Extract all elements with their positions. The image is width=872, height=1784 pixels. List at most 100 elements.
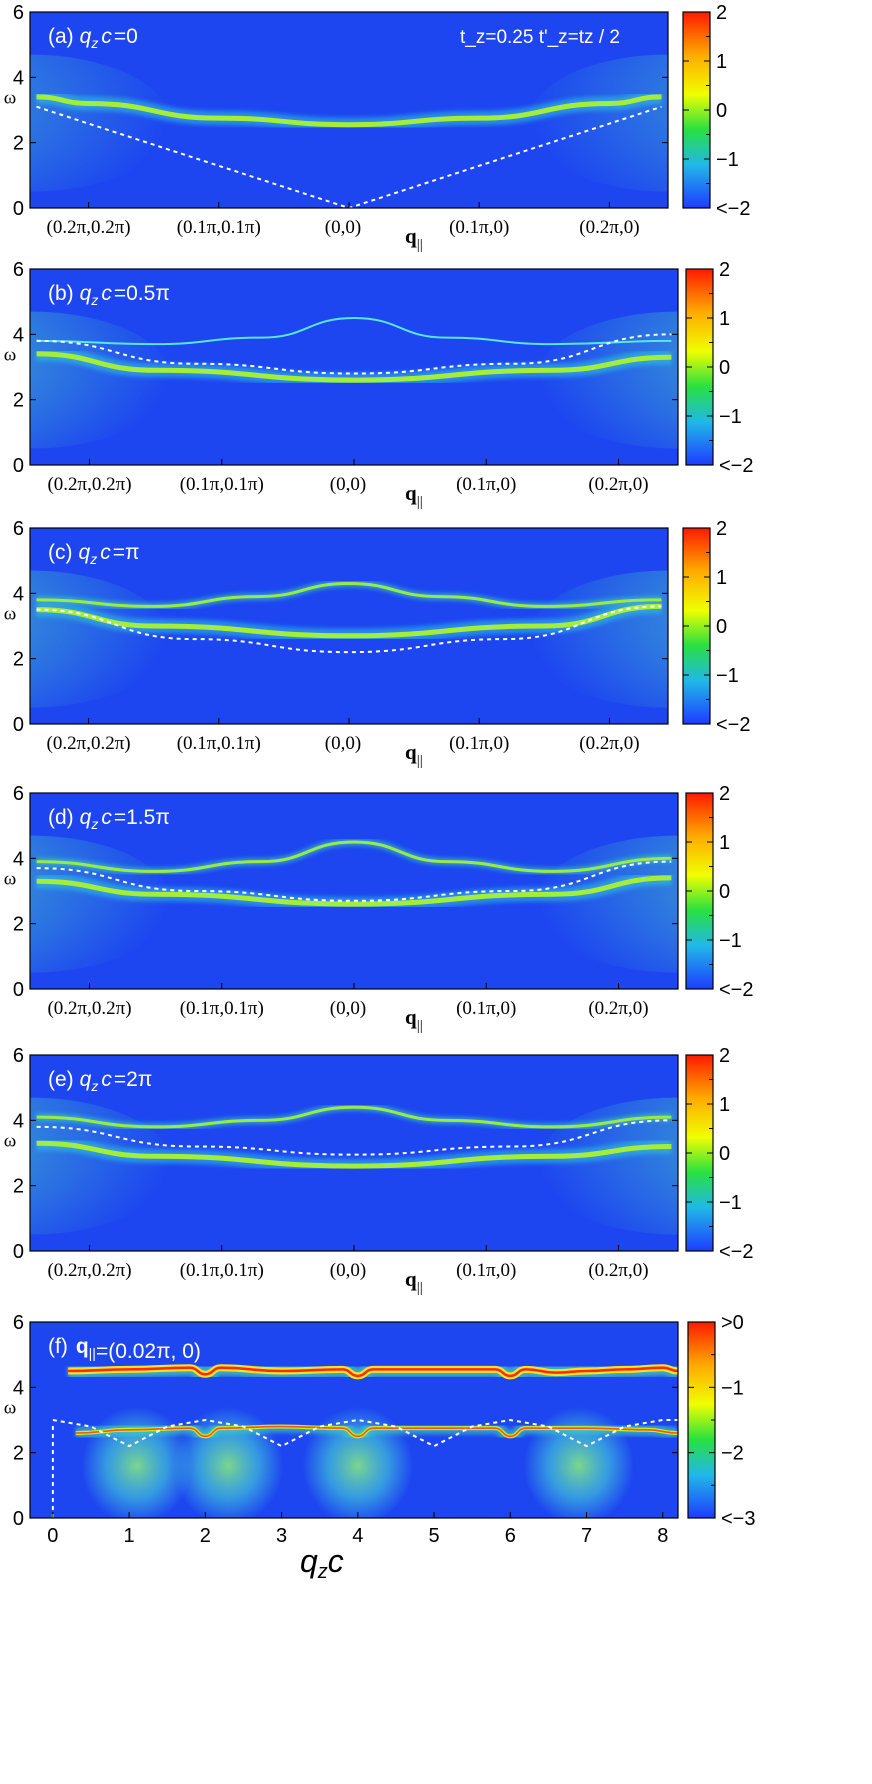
panel-e: 0 2 4 6 ω (0.2π,0.2π) (0.1π,0.1π) (0,0) (0.1π,0)…: [4, 1045, 754, 1296]
c-symbol: c: [101, 806, 112, 829]
colorbar-tick-label: 1: [719, 832, 730, 854]
x-tick-label: 5: [428, 1525, 439, 1547]
y-tick-label: 4: [13, 583, 24, 605]
x-tick-label: 2: [200, 1525, 211, 1547]
x-tick-label: (0.2π,0.2π): [47, 998, 131, 1019]
colorbar-tick-label: −1: [719, 406, 742, 428]
panel-d: 0 2 4 6 ω (0.2π,0.2π) (0.1π,0.1π) (0,0) (0.1π,0)…: [4, 783, 754, 1034]
x-tick-label: (0.1π,0): [456, 1260, 516, 1281]
panel-condition: =0.5π: [114, 282, 170, 305]
x-tick-label: (0.1π,0.1π): [177, 733, 261, 754]
qz-symbol: q: [80, 1068, 92, 1091]
continuum-glow: [30, 311, 173, 449]
colorbar-tick-label: <−2: [719, 979, 753, 1001]
plot-area: [51, 1359, 678, 1518]
panel-label: (f) q||=(0.02π, 0): [48, 1335, 201, 1363]
panel-letter: (f): [48, 1335, 68, 1358]
x-tick-label: (0.2π,0): [588, 1260, 648, 1281]
plot-area: [30, 1097, 678, 1235]
x-tick-label: (0.1π,0.1π): [180, 1260, 264, 1281]
dashed-continuum-edge: [36, 605, 662, 654]
y-axis-label: ω: [4, 868, 17, 889]
colorbar-tick-label: 1: [719, 308, 730, 330]
panel-letter: (d): [48, 806, 74, 829]
panel-letter: (e): [48, 1068, 74, 1091]
qz-subscript: z: [89, 551, 97, 567]
panel-c: 0 2 4 6 ω (0.2π,0.2π) (0.1π,0.1π) (0,0) (0.1π,0)…: [4, 518, 751, 769]
spectral-band: [36, 351, 672, 383]
continuum-glow: [535, 311, 678, 449]
spectral-band: [36, 94, 662, 128]
colorbar-tick-label: 0: [716, 100, 727, 122]
x-tick-label: (0.2π,0): [579, 217, 639, 238]
qz-subscript: z: [90, 1078, 98, 1094]
x-axis-label-subscript: z: [317, 1561, 328, 1583]
y-axis-label: ω: [4, 87, 17, 108]
qz-subscript: z: [90, 35, 98, 51]
y-tick-label: 0: [13, 1508, 24, 1530]
qz-symbol: q: [80, 806, 92, 829]
colorbar-tick-label: 0: [716, 616, 727, 638]
plot-area: [30, 311, 678, 449]
x-tick-label: (0,0): [330, 474, 366, 495]
spectral-band: [36, 1140, 672, 1169]
dashed-continuum-edge: [36, 333, 672, 375]
y-tick-label: 2: [13, 133, 24, 155]
panel-condition: =(0.02π, 0): [96, 1340, 201, 1363]
y-tick-label: 4: [13, 848, 24, 870]
x-tick-label: (0,0): [325, 733, 361, 754]
plot-area: [30, 570, 668, 708]
x-tick-label: (0.1π,0): [449, 733, 509, 754]
x-tick-label: (0.2π,0): [588, 474, 648, 495]
dashed-continuum-edge: [52, 1418, 678, 1448]
x-tick-label: (0.2π,0): [588, 998, 648, 1019]
c-symbol: c: [100, 541, 111, 564]
continuum-glow: [30, 54, 171, 192]
x-axis-label: q||: [405, 224, 423, 253]
x-tick-label: (0.1π,0): [456, 998, 516, 1019]
continuum-glow: [30, 1097, 173, 1235]
x-axis-label: qzc: [300, 1543, 344, 1583]
y-tick-label: 6: [13, 518, 24, 540]
x-axis-label-tail: c: [328, 1543, 344, 1579]
x-tick-label: (0,0): [330, 998, 366, 1019]
c-symbol: c: [101, 1068, 112, 1091]
c-symbol: c: [101, 25, 112, 48]
y-tick-label: 4: [13, 1110, 24, 1132]
colorbar: [687, 1321, 716, 1519]
x-axis-label: q||: [405, 1267, 423, 1296]
dashed-continuum-edge: [36, 1119, 672, 1156]
x-axis-label: q||: [405, 1005, 423, 1034]
colorbar-tick-label: 0: [719, 1143, 730, 1165]
panel-condition: =1.5π: [114, 806, 170, 829]
x-axis-label-subscript: ||: [417, 753, 423, 769]
colorbar-tick-label: −1: [719, 930, 742, 952]
panel-letter: (b): [48, 282, 74, 305]
x-tick-label: 1: [124, 1525, 135, 1547]
spectral-branch: [68, 1366, 678, 1378]
panel-a: 0 2 4 6 ω (0.2π,0.2π) (0.1π,0.1π) (0,0) (0.1π,0)…: [4, 2, 751, 253]
colorbar-tick-label: −1: [719, 1192, 742, 1214]
dashed-continuum-edge: [36, 105, 662, 208]
x-tick-label: (0.1π,0.1π): [180, 998, 264, 1019]
plot-frame: [29, 1321, 679, 1519]
colorbar-tick-label: <−2: [716, 714, 750, 736]
panel-condition: =0: [114, 25, 138, 48]
x-tick-label: (0.1π,0.1π): [180, 474, 264, 495]
panel-label: (a) qz c=0: [48, 25, 138, 51]
panel-condition: =π: [113, 541, 140, 564]
colorbar-tick-label: <−2: [719, 1241, 753, 1263]
colorbar-tick-label: <−2: [719, 455, 753, 477]
x-tick-label: 7: [581, 1525, 592, 1547]
y-tick-label: 0: [13, 198, 24, 220]
colorbar-tick-label: 2: [716, 2, 727, 24]
y-axis-label: ω: [4, 1130, 17, 1151]
x-tick-label: (0,0): [330, 1260, 366, 1281]
colorbar-tick-label: −1: [721, 1377, 744, 1399]
y-tick-label: 2: [13, 914, 24, 936]
dashed-continuum-edge: [36, 860, 672, 902]
panel-f: 0 2 4 6 ω 0 1 2 3 4 5 6 7 8 qzc (f) q||=(0.02π, 0) >0 −1 −2…: [4, 1312, 756, 1583]
x-tick-label: (0.2π,0.2π): [47, 474, 131, 495]
x-axis-label-subscript: ||: [417, 1280, 423, 1296]
x-tick-label: (0,0): [325, 217, 361, 238]
